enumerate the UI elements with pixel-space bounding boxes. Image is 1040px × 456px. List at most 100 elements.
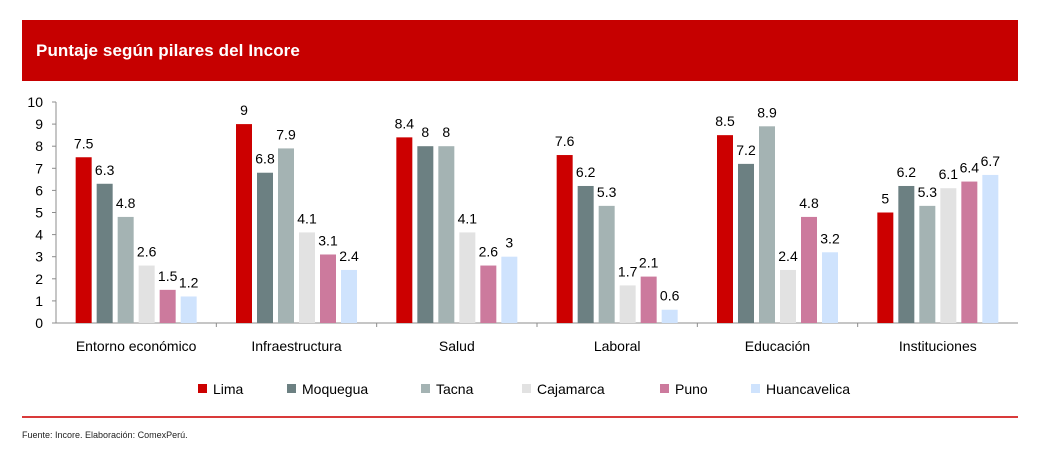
data-label: 3.2: [820, 230, 840, 246]
x-tick-label: Entorno económico: [76, 338, 197, 354]
bar: [577, 185, 594, 323]
data-label: 6.8: [255, 151, 275, 167]
bar: [982, 174, 999, 323]
bar: [278, 148, 294, 323]
bar: [619, 285, 636, 323]
bar: [138, 265, 155, 323]
bar: [459, 232, 476, 323]
y-tick-label: 3: [35, 249, 43, 265]
data-label: 8.5: [715, 113, 735, 129]
legend-label: Puno: [675, 381, 708, 397]
data-label: 8.4: [395, 115, 415, 131]
y-tick-label: 7: [35, 160, 43, 176]
data-label: 6.7: [981, 153, 1001, 169]
bar: [717, 135, 733, 323]
bar: [661, 309, 678, 323]
y-tick-label: 4: [35, 227, 43, 243]
x-tick-label: Infraestructura: [251, 338, 341, 354]
x-tick-label: Educación: [745, 338, 810, 354]
data-label: 3: [505, 235, 513, 251]
data-label: 7.6: [555, 133, 575, 149]
data-label: 1.7: [618, 263, 638, 279]
bar: [299, 232, 315, 323]
data-label: 2.6: [479, 244, 499, 260]
data-label: 7.5: [74, 135, 94, 151]
bar: [640, 276, 657, 323]
y-tick-label: 8: [35, 138, 43, 154]
legend-label: Lima: [213, 381, 244, 397]
bar: [919, 205, 936, 323]
data-label: 4.1: [297, 210, 317, 226]
legend-label: Moquegua: [302, 381, 368, 397]
bar: [877, 212, 894, 323]
x-tick-label: Laboral: [594, 338, 641, 354]
y-tick-label: 2: [35, 271, 43, 287]
legend-label: Huancavelica: [766, 381, 850, 397]
data-label: 4.8: [116, 195, 136, 211]
legend-label: Tacna: [436, 381, 474, 397]
data-label: 1.2: [179, 274, 199, 290]
data-label: 6.3: [95, 162, 115, 178]
bar: [341, 269, 357, 323]
data-label: 8: [442, 124, 450, 140]
data-label: 6.2: [897, 164, 917, 180]
bar: [961, 181, 978, 323]
bar: [438, 146, 455, 323]
data-label: 2.6: [137, 244, 157, 260]
footer-divider: [22, 416, 1018, 418]
legend-label: Cajamarca: [537, 381, 605, 397]
data-label: 7.9: [276, 126, 296, 142]
legend-swatch: [287, 384, 296, 393]
bar: [780, 269, 796, 323]
data-label: 0.6: [660, 288, 680, 304]
bar: [159, 289, 176, 323]
data-label: 2.4: [778, 248, 798, 264]
bar: [822, 252, 838, 323]
bar: [598, 205, 615, 323]
bar: [180, 296, 197, 323]
x-tick-label: Instituciones: [899, 338, 977, 354]
bar: [417, 146, 434, 323]
bar: [759, 126, 775, 323]
y-tick-label: 9: [35, 116, 43, 132]
data-label: 6.1: [939, 166, 959, 182]
source-note: Fuente: Incore. Elaboración: ComexPerú.: [22, 430, 188, 440]
bar: [480, 265, 497, 323]
bar: [501, 256, 518, 323]
data-label: 7.2: [736, 142, 756, 158]
data-label: 3.1: [318, 232, 338, 248]
data-label: 4.1: [458, 210, 478, 226]
bar: [738, 163, 754, 323]
bar: [236, 124, 252, 323]
bar: [396, 137, 413, 323]
legend-swatch: [198, 384, 207, 393]
bar: [320, 254, 336, 323]
legend-swatch: [751, 384, 760, 393]
data-label: 5.3: [918, 184, 938, 200]
bar: [556, 155, 573, 323]
data-label: 8: [421, 124, 429, 140]
legend-swatch: [421, 384, 430, 393]
data-label: 5.3: [597, 184, 617, 200]
y-tick-label: 5: [35, 205, 43, 221]
data-label: 6.4: [960, 160, 980, 176]
data-label: 5: [881, 191, 889, 207]
data-label: 4.8: [799, 195, 819, 211]
data-label: 2.1: [639, 255, 659, 271]
data-label: 1.5: [158, 268, 178, 284]
bar: [257, 172, 273, 323]
y-tick-label: 0: [35, 315, 43, 331]
y-tick-label: 1: [35, 293, 43, 309]
bar: [940, 188, 957, 323]
data-label: 6.2: [576, 164, 596, 180]
y-tick-label: 10: [27, 94, 43, 110]
chart-title: Puntaje según pilares del Incore: [36, 41, 300, 60]
bar: [898, 185, 915, 323]
bar: [117, 216, 134, 323]
data-label: 9: [240, 102, 248, 118]
legend-swatch: [522, 384, 531, 393]
bar: [75, 157, 92, 323]
legend-swatch: [660, 384, 669, 393]
bar: [96, 183, 113, 323]
